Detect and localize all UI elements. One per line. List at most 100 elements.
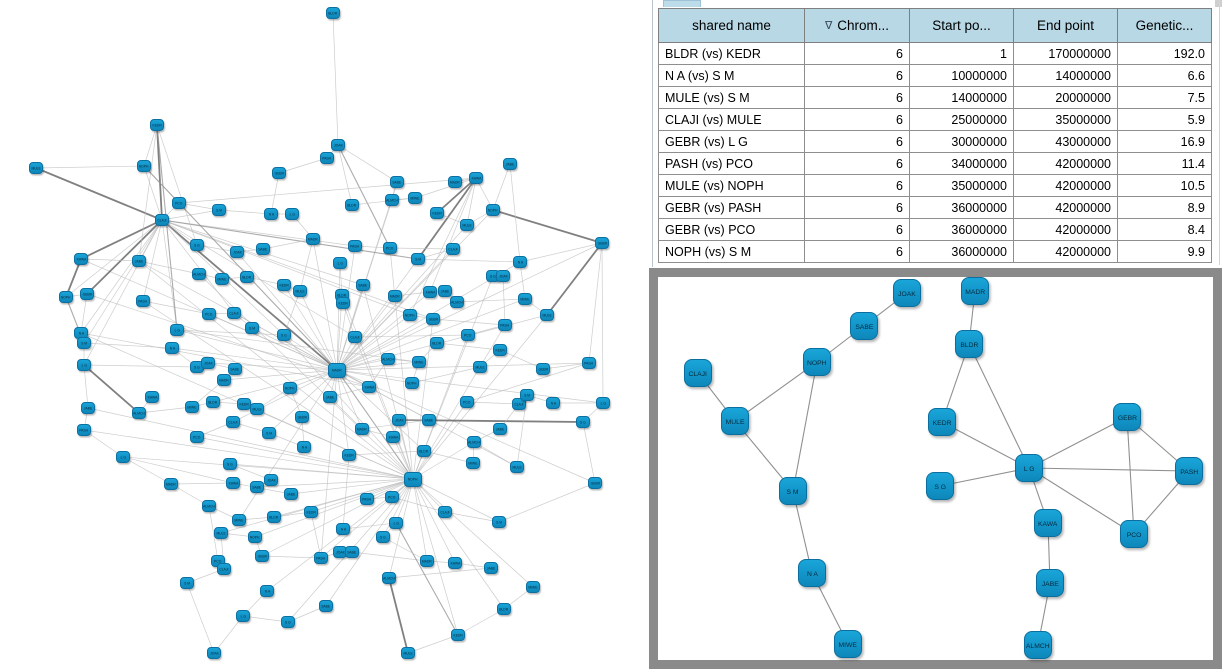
network-node[interactable]: PCO bbox=[172, 197, 186, 209]
network-node[interactable]: MIWE bbox=[215, 273, 229, 285]
table-row[interactable]: BLDR (vs) KEDR 6 1 170000000 192.0 bbox=[658, 42, 1212, 65]
network-node[interactable]: SABE bbox=[356, 279, 370, 291]
network-node[interactable]: CLAJI bbox=[446, 243, 460, 255]
network-node[interactable]: S G bbox=[223, 458, 237, 470]
network-node[interactable]: GEBR bbox=[595, 237, 609, 249]
network-node[interactable]: KAWA bbox=[226, 477, 240, 489]
network-node[interactable]: SABE bbox=[422, 414, 436, 426]
network-node[interactable]: L G bbox=[116, 451, 130, 463]
network-node[interactable]: ALMCH bbox=[382, 572, 396, 584]
network-node[interactable]: L G bbox=[77, 359, 91, 371]
network-node[interactable]: ALMCH bbox=[132, 407, 146, 419]
network-node[interactable]: GEBR bbox=[1113, 403, 1141, 431]
network-node[interactable]: N A bbox=[297, 441, 311, 453]
network-node[interactable]: JABE bbox=[484, 562, 498, 574]
network-node[interactable]: JABE bbox=[284, 488, 298, 500]
network-node[interactable]: NOPH bbox=[59, 291, 73, 303]
network-node[interactable]: PCO bbox=[1120, 520, 1148, 548]
network-node[interactable]: NOPH bbox=[486, 204, 500, 216]
network-node[interactable]: BLDR bbox=[417, 445, 431, 457]
network-node[interactable]: ALMCH bbox=[467, 436, 481, 448]
network-node[interactable]: S M bbox=[411, 253, 425, 265]
network-node[interactable]: MADR bbox=[355, 423, 369, 435]
network-node[interactable]: CLAJI bbox=[226, 416, 240, 428]
network-node[interactable]: MADR bbox=[328, 362, 346, 378]
network-node[interactable]: JOAK bbox=[893, 279, 921, 307]
network-node[interactable]: MULE bbox=[473, 361, 487, 373]
network-node[interactable]: MULE bbox=[540, 309, 554, 321]
network-node[interactable]: PASH bbox=[498, 319, 512, 331]
table-tab[interactable] bbox=[663, 0, 701, 7]
network-node[interactable]: MADR bbox=[217, 374, 231, 386]
table-row[interactable]: PASH (vs) PCO 6 34000000 42000000 11.4 bbox=[658, 152, 1212, 175]
table-row[interactable]: GEBR (vs) PCO 6 36000000 42000000 8.4 bbox=[658, 218, 1212, 241]
column-header-endpoint[interactable]: End point bbox=[1013, 8, 1118, 43]
network-node[interactable]: JOAK bbox=[331, 139, 345, 151]
network-node[interactable]: JABE bbox=[132, 255, 146, 267]
network-node[interactable]: S G bbox=[376, 531, 390, 543]
network-node[interactable]: SABE bbox=[256, 243, 270, 255]
network-node[interactable]: MIWE bbox=[526, 581, 540, 593]
network-node[interactable]: S M bbox=[520, 389, 534, 401]
network-node[interactable]: JABE bbox=[503, 158, 517, 170]
network-node[interactable]: N A bbox=[264, 208, 278, 220]
network-node[interactable]: PASH bbox=[77, 424, 91, 436]
network-node[interactable]: PCO bbox=[460, 396, 474, 408]
network-node[interactable]: JOAK bbox=[230, 246, 244, 258]
network-node[interactable]: S G bbox=[576, 416, 590, 428]
network-node[interactable]: PCO bbox=[385, 491, 399, 503]
network-node[interactable]: PASH bbox=[1175, 457, 1203, 485]
network-node[interactable]: MIWE bbox=[412, 356, 426, 368]
network-node[interactable]: S G bbox=[926, 472, 954, 500]
network-node[interactable]: L G bbox=[170, 324, 184, 336]
network-node[interactable]: S G bbox=[277, 329, 291, 341]
network-node[interactable]: JABE bbox=[81, 402, 95, 414]
network-node[interactable]: PASH bbox=[360, 493, 374, 505]
network-node[interactable]: BLDR bbox=[206, 396, 220, 408]
network-node[interactable]: PASH bbox=[314, 552, 328, 564]
network-node[interactable]: BLDR bbox=[497, 603, 511, 615]
network-node[interactable]: CLAJI bbox=[155, 214, 169, 226]
network-node[interactable]: NOPH bbox=[137, 160, 151, 172]
network-node[interactable]: KEDR bbox=[304, 506, 318, 518]
network-node[interactable]: SABE bbox=[228, 363, 242, 375]
network-node[interactable]: ALMCH bbox=[381, 353, 395, 365]
network-node[interactable]: L G bbox=[285, 208, 299, 220]
network-node[interactable]: JOAK bbox=[392, 414, 406, 426]
network-node[interactable]: PCO bbox=[202, 308, 216, 320]
network-node[interactable]: JABE bbox=[323, 391, 337, 403]
network-node[interactable]: BLDR bbox=[240, 271, 254, 283]
network-node[interactable]: BLDR bbox=[345, 199, 359, 211]
network-node[interactable]: S G bbox=[190, 239, 204, 251]
network-node[interactable]: MADR bbox=[961, 277, 989, 305]
network-node[interactable]: NOPH bbox=[803, 348, 831, 376]
network-node[interactable]: GEBR bbox=[426, 313, 440, 325]
network-node[interactable]: PASH bbox=[136, 295, 150, 307]
network-node[interactable]: GEBR bbox=[80, 288, 94, 300]
network-node[interactable]: KAWA bbox=[469, 172, 483, 184]
network-node[interactable]: BLDR bbox=[955, 330, 983, 358]
network-node[interactable]: MIWE bbox=[185, 401, 199, 413]
column-header-sharedname[interactable]: shared name bbox=[658, 8, 805, 43]
network-node[interactable]: KAWA bbox=[362, 381, 376, 393]
network-node[interactable]: CLAJI bbox=[227, 307, 241, 319]
table-row[interactable]: NOPH (vs) S M 6 36000000 42000000 9.9 bbox=[658, 240, 1212, 263]
network-node[interactable]: L G bbox=[333, 257, 347, 269]
network-node[interactable]: ALMCH bbox=[1024, 631, 1052, 659]
network-node[interactable]: MADR bbox=[420, 555, 434, 567]
network-node[interactable]: GEBR bbox=[272, 167, 286, 179]
table-row[interactable]: N A (vs) S M 6 10000000 14000000 6.6 bbox=[658, 64, 1212, 87]
network-node[interactable]: SABE bbox=[345, 546, 359, 558]
network-node[interactable]: JABE bbox=[493, 423, 507, 435]
network-node[interactable]: JABE bbox=[438, 285, 452, 297]
network-node[interactable]: S M bbox=[492, 516, 506, 528]
network-node[interactable]: MULE bbox=[250, 403, 264, 415]
network-node[interactable]: KAWA bbox=[448, 557, 462, 569]
scrollbar-nub[interactable] bbox=[1215, 0, 1222, 7]
table-row[interactable]: GEBR (vs) L G 6 30000000 43000000 16.9 bbox=[658, 130, 1212, 153]
network-node[interactable]: MADR bbox=[306, 233, 320, 245]
network-node[interactable]: ALMCH bbox=[450, 296, 464, 308]
table-row[interactable]: MULE (vs) S M 6 14000000 20000000 7.5 bbox=[658, 86, 1212, 109]
network-node[interactable]: MULE bbox=[214, 527, 228, 539]
table-row[interactable]: CLAJI (vs) MULE 6 25000000 35000000 5.9 bbox=[658, 108, 1212, 131]
